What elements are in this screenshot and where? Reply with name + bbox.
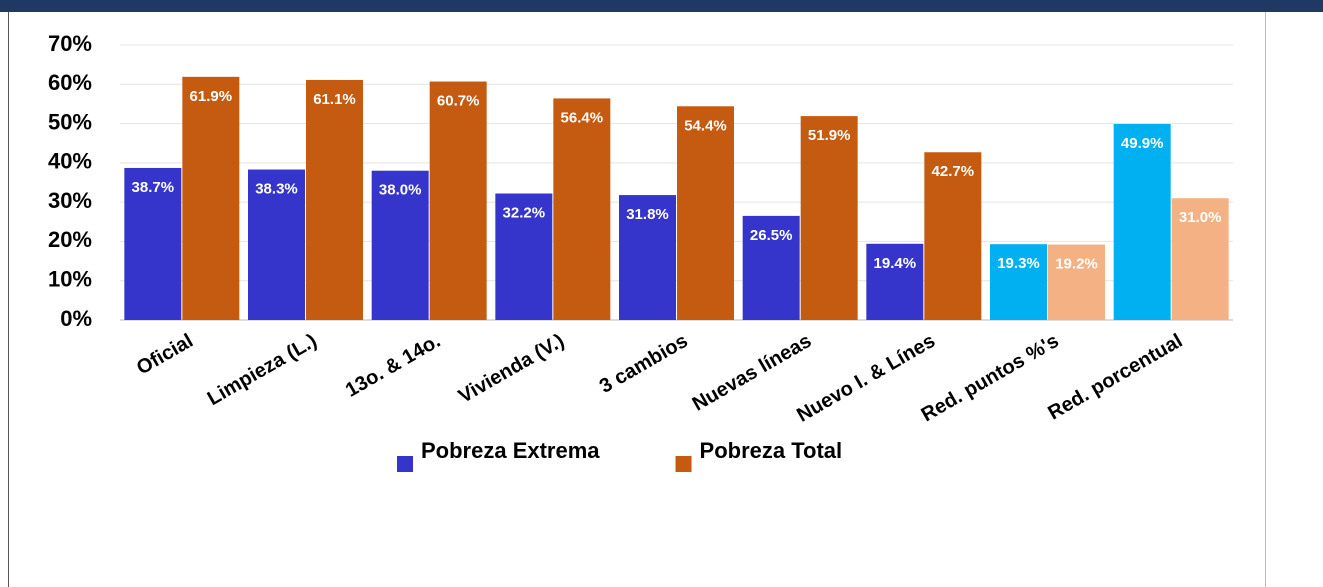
value-label: 42.7%	[932, 163, 975, 180]
bar	[495, 193, 553, 320]
value-label: 19.3%	[997, 255, 1040, 272]
value-label: 31.0%	[1179, 209, 1222, 226]
bar	[619, 195, 676, 320]
bar	[371, 170, 429, 320]
x-tick-label: Red. porcentual	[1044, 330, 1186, 425]
legend-label: Pobreza Total	[700, 438, 843, 463]
bar	[182, 76, 240, 320]
bar	[553, 98, 611, 320]
bar	[800, 116, 858, 320]
x-tick-label: 13o. & 14o.	[342, 330, 444, 402]
bar	[1113, 123, 1171, 320]
y-tick-label: 20%	[48, 227, 92, 252]
y-tick-label: 60%	[48, 70, 92, 95]
value-label: 26.5%	[750, 227, 793, 244]
value-label: 56.4%	[561, 109, 604, 126]
value-label: 49.9%	[1121, 135, 1164, 152]
value-label: 51.9%	[808, 127, 851, 144]
bar	[306, 79, 363, 320]
top-bar	[0, 0, 1323, 12]
value-label: 31.8%	[626, 206, 669, 223]
value-label: 54.4%	[684, 117, 727, 134]
bar	[677, 106, 734, 321]
bar	[742, 215, 800, 320]
value-label: 38.3%	[255, 181, 298, 198]
y-tick-label: 30%	[48, 188, 92, 213]
x-tick-label: Limpieza (L.)	[204, 330, 321, 410]
bar	[990, 244, 1047, 320]
bar	[1048, 244, 1105, 320]
value-label: 19.4%	[874, 255, 917, 272]
legend-swatch	[397, 456, 413, 472]
bar	[248, 169, 305, 320]
x-tick-label: Red. puntos %'s	[918, 330, 1063, 426]
x-tick-label: Oficial	[133, 330, 197, 380]
x-tick-label: Vivienda (V.)	[455, 330, 568, 408]
value-label: 32.2%	[503, 204, 546, 221]
value-label: 38.0%	[379, 182, 422, 199]
bar	[866, 243, 924, 320]
bar	[124, 167, 182, 320]
y-tick-label: 10%	[48, 267, 92, 292]
value-label: 61.1%	[313, 91, 356, 108]
value-label: 61.9%	[190, 88, 233, 105]
bar	[1171, 198, 1229, 320]
x-tick-label: 3 cambios	[596, 330, 692, 398]
y-tick-label: 70%	[48, 31, 92, 56]
bar	[924, 152, 982, 320]
x-tick-label: Nuevo I. & Línes	[793, 330, 939, 427]
x-tick-label: Nuevas líneas	[689, 330, 816, 416]
value-label: 38.7%	[132, 179, 175, 196]
y-tick-label: 50%	[48, 109, 92, 134]
y-tick-label: 0%	[60, 306, 92, 331]
legend-swatch	[675, 456, 692, 472]
bar	[429, 81, 487, 321]
y-tick-label: 40%	[48, 149, 92, 174]
value-label: 19.2%	[1055, 256, 1098, 273]
legend-label: Pobreza Extrema	[421, 438, 600, 463]
value-label: 60.7%	[437, 93, 480, 110]
